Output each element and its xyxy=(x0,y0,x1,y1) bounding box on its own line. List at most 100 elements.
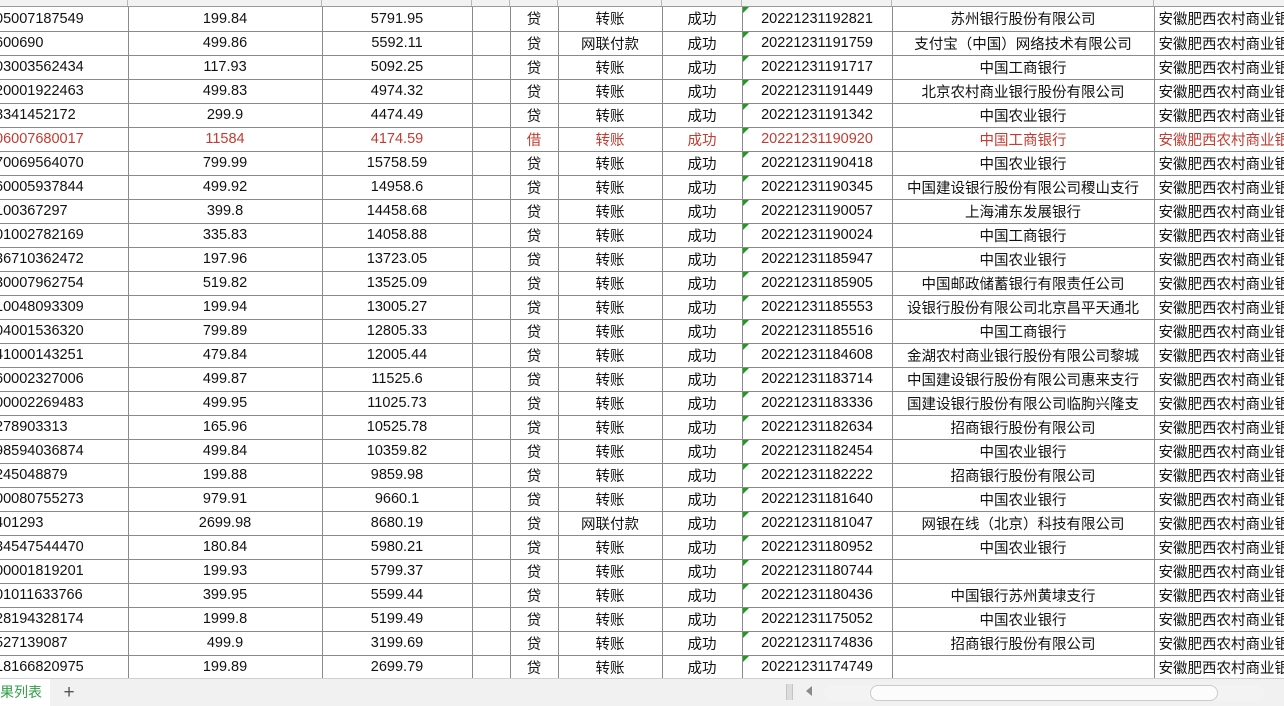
cell-timestamp[interactable]: 20221231191449 xyxy=(742,79,893,104)
cell-status[interactable]: 成功 xyxy=(662,487,743,512)
cell-debit-credit[interactable]: 贷 xyxy=(510,31,559,56)
cell-amount[interactable]: 199.84 xyxy=(128,7,323,32)
cell-spacer[interactable] xyxy=(472,583,511,608)
cell-spacer[interactable] xyxy=(472,79,511,104)
cell-counterparty-bank[interactable]: 国建设银行股份有限公司临朐兴隆支 xyxy=(892,391,1155,416)
scroll-left-arrow-icon[interactable] xyxy=(806,686,812,696)
cell-timestamp[interactable]: 20221231183336 xyxy=(742,391,893,416)
cell-timestamp[interactable]: 20221231190057 xyxy=(742,199,893,224)
cell-timestamp[interactable]: 20221231182222 xyxy=(742,463,893,488)
cell-spacer[interactable] xyxy=(472,559,511,584)
column-header-cell[interactable] xyxy=(128,0,322,6)
cell-transaction-type[interactable]: 转账 xyxy=(558,127,663,152)
cell-transaction-type[interactable]: 转账 xyxy=(558,7,663,32)
cell-account-number[interactable]: 01002782169 xyxy=(0,223,129,248)
cell-counterparty-bank[interactable]: 支付宝（中国）网络技术有限公司 xyxy=(892,31,1155,56)
cell-status[interactable]: 成功 xyxy=(662,655,743,678)
cell-counterparty-bank[interactable]: 招商银行股份有限公司 xyxy=(892,415,1155,440)
cell-amount[interactable]: 2699.98 xyxy=(128,511,323,536)
table-row[interactable]: 8341452172 299.9 4474.49 贷 转账 成功 2022123119134… xyxy=(0,103,1284,128)
cell-timestamp[interactable]: 20221231181047 xyxy=(742,511,893,536)
cell-account-number[interactable]: 28194328174 xyxy=(0,607,129,632)
table-row[interactable]: 03003562434 117.93 5092.25 贷 转账 成功 20221231191… xyxy=(0,55,1284,80)
cell-timestamp[interactable]: 20221231182634 xyxy=(742,415,893,440)
cell-account-number[interactable]: 36710362472 xyxy=(0,247,129,272)
cell-debit-credit[interactable]: 贷 xyxy=(510,535,559,560)
cell-counterparty-bank[interactable]: 北京农村商业银行股份有限公司 xyxy=(892,79,1155,104)
cell-debit-credit[interactable]: 贷 xyxy=(510,295,559,320)
horizontal-scrollbar[interactable] xyxy=(778,681,1278,705)
cell-debit-credit[interactable]: 贷 xyxy=(510,367,559,392)
table-row[interactable]: 01002782169 335.83 14058.88 贷 转账 成功 2022123119… xyxy=(0,223,1284,248)
cell-status[interactable]: 成功 xyxy=(662,607,743,632)
cell-debit-credit[interactable]: 贷 xyxy=(510,607,559,632)
cell-status[interactable]: 成功 xyxy=(662,295,743,320)
column-header-cell[interactable] xyxy=(662,0,742,6)
add-sheet-button[interactable]: + xyxy=(63,682,75,703)
table-row[interactable]: 36710362472 197.96 13723.05 贷 转账 成功 2022123118… xyxy=(0,247,1284,272)
cell-counterparty-bank[interactable]: 招商银行股份有限公司 xyxy=(892,463,1155,488)
cell-debit-credit[interactable]: 贷 xyxy=(510,583,559,608)
cell-transaction-type[interactable]: 转账 xyxy=(558,151,663,176)
cell-own-bank[interactable]: 安徽肥西农村商业银行 xyxy=(1154,559,1284,584)
cell-transaction-type[interactable]: 转账 xyxy=(558,295,663,320)
cell-account-number[interactable]: 245048879 xyxy=(0,463,129,488)
cell-own-bank[interactable]: 安徽肥西农村商业银行 xyxy=(1154,487,1284,512)
cell-balance[interactable]: 5592.11 xyxy=(322,31,473,56)
cell-account-number[interactable]: 00001819201 xyxy=(0,559,129,584)
cell-account-number[interactable]: 04001536320 xyxy=(0,319,129,344)
cell-debit-credit[interactable]: 贷 xyxy=(510,247,559,272)
cell-timestamp[interactable]: 20221231190024 xyxy=(742,223,893,248)
cell-balance[interactable]: 5199.49 xyxy=(322,607,473,632)
cell-balance[interactable]: 4174.59 xyxy=(322,127,473,152)
cell-status[interactable]: 成功 xyxy=(662,55,743,80)
cell-timestamp[interactable]: 20221231185553 xyxy=(742,295,893,320)
cell-debit-credit[interactable]: 贷 xyxy=(510,271,559,296)
cell-amount[interactable]: 199.89 xyxy=(128,655,323,678)
cell-spacer[interactable] xyxy=(472,343,511,368)
cell-transaction-type[interactable]: 转账 xyxy=(558,415,663,440)
cell-own-bank[interactable]: 安徽肥西农村商业银行 xyxy=(1154,103,1284,128)
cell-account-number[interactable]: 00002269483 xyxy=(0,391,129,416)
table-row[interactable]: 600690 499.86 5592.11 贷 网联付款 成功 20221231191759… xyxy=(0,31,1284,56)
cell-timestamp[interactable]: 20221231180436 xyxy=(742,583,893,608)
cell-spacer[interactable] xyxy=(472,223,511,248)
data-grid[interactable]: 05007187549 199.84 5791.95 贷转账 成功 20221231192… xyxy=(0,7,1284,678)
cell-own-bank[interactable]: 安徽肥西农村商业银行 xyxy=(1154,391,1284,416)
table-row[interactable]: 20001922463 499.83 4974.32 贷 转账 成功 20221231191… xyxy=(0,79,1284,104)
cell-debit-credit[interactable]: 贷 xyxy=(510,559,559,584)
cell-timestamp[interactable]: 20221231185905 xyxy=(742,271,893,296)
cell-counterparty-bank[interactable]: 中国工商银行 xyxy=(892,223,1155,248)
cell-amount[interactable]: 499.84 xyxy=(128,439,323,464)
cell-counterparty-bank[interactable]: 中国农业银行 xyxy=(892,487,1155,512)
cell-amount[interactable]: 199.88 xyxy=(128,463,323,488)
cell-timestamp[interactable]: 20221231181640 xyxy=(742,487,893,512)
cell-transaction-type[interactable]: 转账 xyxy=(558,463,663,488)
table-row[interactable]: 05007187549 199.84 5791.95 贷 转账 成功 20221231192… xyxy=(0,7,1284,32)
table-row[interactable]: 18166820975 199.89 2699.79 贷 转账 成功 20221231174… xyxy=(0,655,1284,678)
cell-transaction-type[interactable]: 转账 xyxy=(558,631,663,656)
cell-amount[interactable]: 299.9 xyxy=(128,103,323,128)
cell-debit-credit[interactable]: 贷 xyxy=(510,631,559,656)
cell-debit-credit[interactable]: 贷 xyxy=(510,199,559,224)
cell-balance[interactable]: 5599.44 xyxy=(322,583,473,608)
cell-status[interactable]: 成功 xyxy=(662,151,743,176)
cell-debit-credit[interactable]: 贷 xyxy=(510,7,559,32)
cell-counterparty-bank[interactable]: 网银在线（北京）科技有限公司 xyxy=(892,511,1155,536)
table-row[interactable]: 10048093309 199.94 13005.27 贷 转账 成功 2022123118… xyxy=(0,295,1284,320)
cell-amount[interactable]: 499.86 xyxy=(128,31,323,56)
column-header-cell[interactable] xyxy=(510,0,558,6)
cell-transaction-type[interactable]: 转账 xyxy=(558,535,663,560)
cell-spacer[interactable] xyxy=(472,655,511,678)
cell-account-number[interactable]: 401293 xyxy=(0,511,129,536)
cell-counterparty-bank[interactable] xyxy=(892,655,1155,678)
cell-transaction-type[interactable]: 转账 xyxy=(558,367,663,392)
cell-status[interactable]: 成功 xyxy=(662,391,743,416)
cell-own-bank[interactable]: 安徽肥西农村商业银行 xyxy=(1154,535,1284,560)
cell-balance[interactable]: 14958.6 xyxy=(322,175,473,200)
cell-debit-credit[interactable]: 贷 xyxy=(510,79,559,104)
cell-debit-credit[interactable]: 贷 xyxy=(510,103,559,128)
column-header-cell[interactable] xyxy=(0,0,128,6)
cell-amount[interactable]: 399.8 xyxy=(128,199,323,224)
table-row[interactable]: 34547544470 180.84 5980.21 贷 转账 成功 20221231180… xyxy=(0,535,1284,560)
